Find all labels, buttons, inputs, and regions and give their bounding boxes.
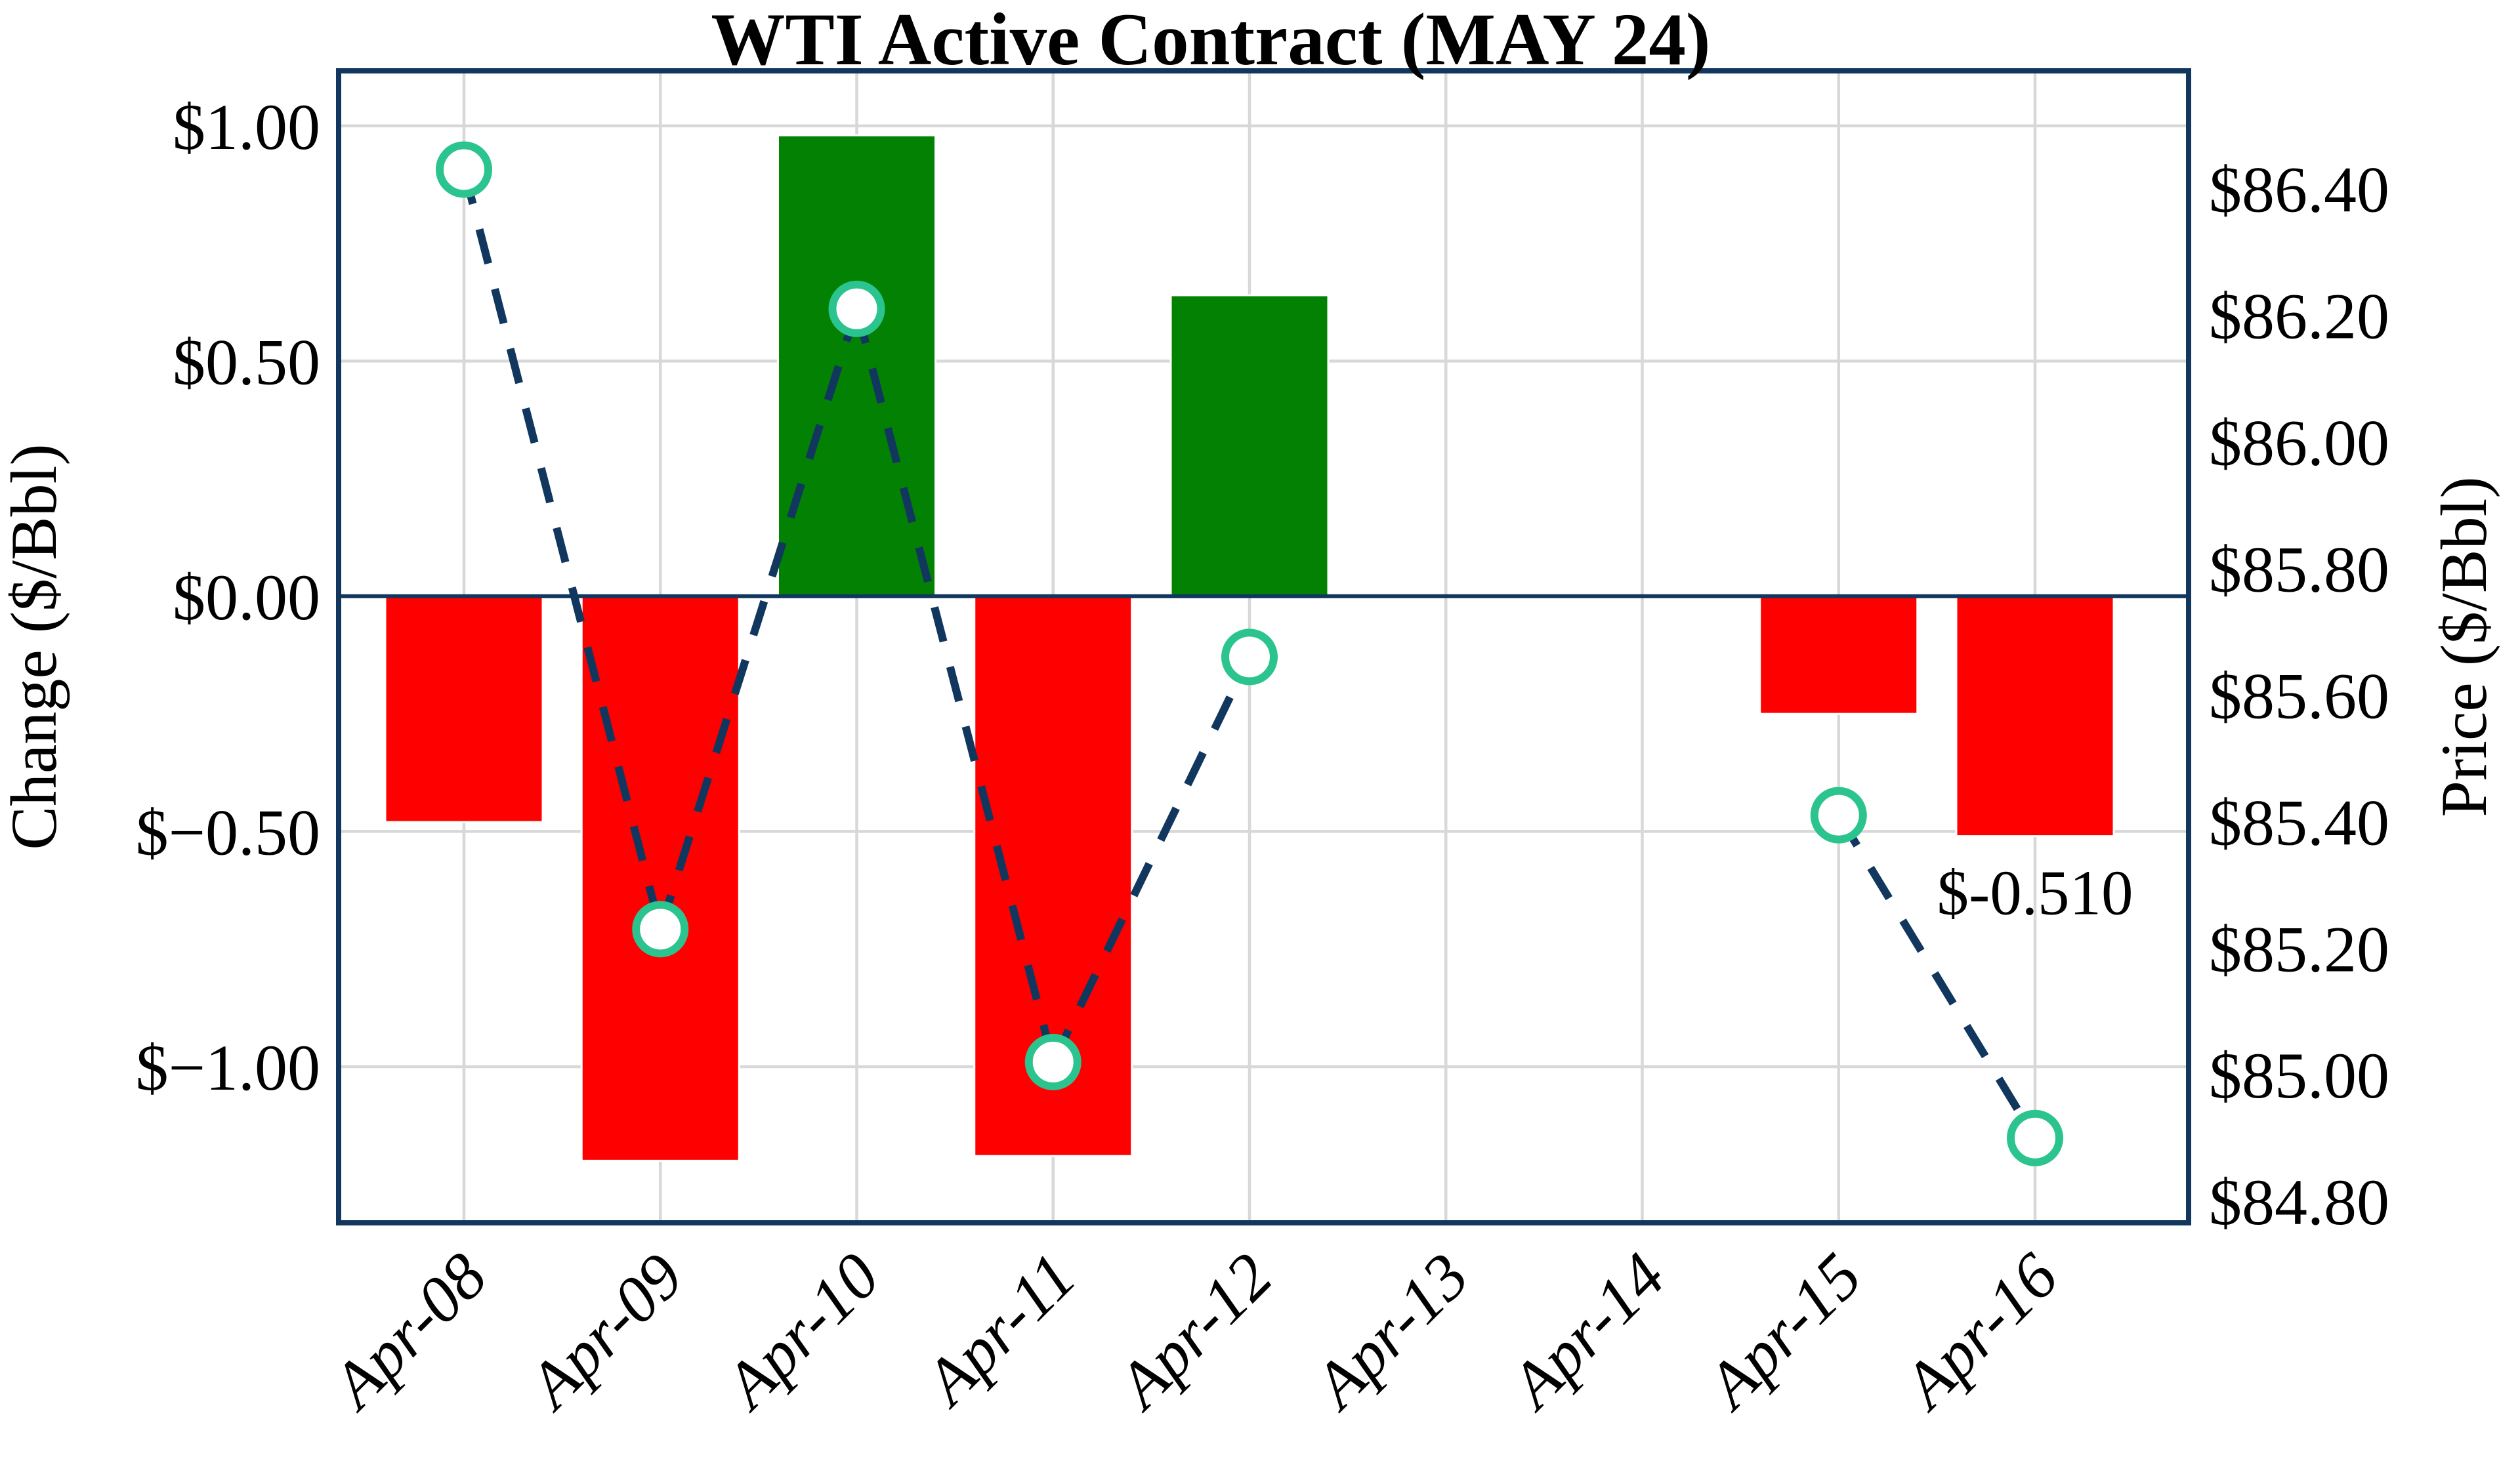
price-segment-Apr-11-Apr-12 (1049, 655, 1253, 1064)
price-marker-Apr-11 (1024, 1033, 1082, 1090)
right-tick-$86.20: $86.20 (2209, 279, 2389, 352)
left-tick-$−0.50: $−0.50 (136, 796, 320, 869)
right-tick-$85.00: $85.00 (2209, 1039, 2389, 1112)
right-tick-$85.80: $85.80 (2209, 533, 2389, 606)
price-marker-Apr-12 (1221, 628, 1278, 686)
axes-frame (336, 68, 2191, 1225)
left-tick-$0.50: $0.50 (173, 325, 320, 398)
chart-title: WTI Active Contract (MAY 24) (711, 0, 1710, 81)
bar-Apr-15 (1759, 595, 1919, 715)
plot-frame (336, 68, 2191, 1225)
price-line (436, 141, 2063, 1166)
right-tick-$85.60: $85.60 (2209, 659, 2389, 732)
price-marker-Apr-08 (436, 141, 492, 198)
right-tick-$86.00: $86.00 (2209, 406, 2389, 479)
x-tick-Apr-13: Apr-13 (1297, 1239, 1482, 1424)
bar-Apr-08 (384, 595, 544, 823)
left-tick-$0.00: $0.00 (173, 561, 320, 634)
left-axis-label: Change ($/Bbl) (0, 443, 70, 850)
bar-value-label: $-0.510 (1937, 858, 2133, 928)
bar-Apr-16 (1955, 595, 2115, 838)
x-tick-Apr-15: Apr-15 (1690, 1239, 1876, 1424)
bar-Apr-10 (777, 134, 936, 598)
x-tick-Apr-14: Apr-14 (1494, 1239, 1679, 1424)
price-segment-Apr-09-Apr-10 (656, 307, 861, 931)
x-tick-Apr-12: Apr-12 (1101, 1239, 1286, 1424)
x-tick-Apr-09: Apr-09 (512, 1239, 697, 1424)
right-tick-$85.20: $85.20 (2209, 913, 2389, 985)
x-tick-Apr-10: Apr-10 (708, 1239, 893, 1424)
right-tick-$86.40: $86.40 (2209, 153, 2389, 226)
x-tick-Apr-16: Apr-16 (1887, 1239, 2072, 1424)
left-tick-$1.00: $1.00 (173, 91, 320, 163)
x-tick-Apr-08: Apr-08 (316, 1239, 501, 1424)
x-tick-Apr-11: Apr-11 (908, 1239, 1089, 1420)
price-segment-Apr-08-Apr-09 (460, 169, 665, 930)
price-marker-Apr-16 (2007, 1109, 2063, 1166)
price-marker-Apr-15 (1810, 787, 1867, 844)
right-tick-$84.80: $84.80 (2209, 1166, 2389, 1239)
right-axis-label: Price ($/Bbl) (2427, 476, 2500, 817)
price-segment-Apr-15-Apr-16 (1835, 813, 2039, 1140)
bar-Apr-09 (580, 595, 740, 1162)
price-marker-Apr-09 (632, 901, 689, 958)
price-marker-Apr-10 (828, 280, 885, 337)
left-tick-$−1.00: $−1.00 (136, 1031, 320, 1104)
bar-Apr-12 (1169, 294, 1330, 598)
right-tick-$85.40: $85.40 (2209, 786, 2389, 859)
price-segment-Apr-10-Apr-11 (852, 308, 1057, 1063)
annotations: $-0.510 (1937, 858, 2133, 928)
